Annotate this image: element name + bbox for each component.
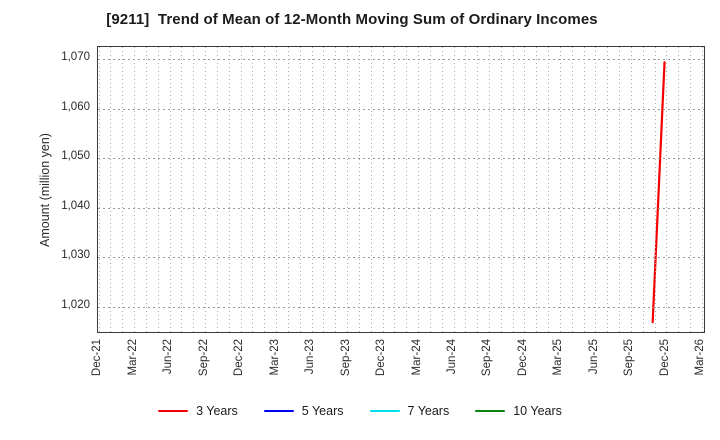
gridline-horizontal xyxy=(98,108,704,110)
x-tick-label: Dec-24 xyxy=(516,339,529,377)
gridline-horizontal xyxy=(98,158,704,160)
gridline-vertical xyxy=(216,47,218,332)
gridline-vertical xyxy=(169,47,171,332)
x-tick-label: Dec-22 xyxy=(233,339,245,377)
legend-line-swatch xyxy=(263,409,294,413)
gridline-vertical xyxy=(559,47,561,332)
gridline-horizontal xyxy=(98,306,704,308)
gridline-vertical xyxy=(524,47,526,332)
gridline-vertical xyxy=(228,47,230,332)
gridline-vertical xyxy=(335,47,337,332)
gridline-vertical xyxy=(453,47,455,332)
gridline-vertical xyxy=(418,47,419,332)
gridline-vertical xyxy=(548,47,550,332)
gridline-vertical xyxy=(98,47,100,332)
gridline-vertical xyxy=(394,47,396,332)
gridline-vertical xyxy=(654,47,656,332)
gridline-vertical xyxy=(370,47,372,332)
gridline-vertical xyxy=(690,47,691,332)
gridline-horizontal xyxy=(98,207,704,209)
legend-label: 10 Years xyxy=(513,404,562,418)
gridline-vertical xyxy=(607,47,609,332)
gridline-vertical xyxy=(181,47,183,332)
legend: 3 Years 5 Years 7 Years 10 Years xyxy=(0,404,720,418)
gridline-vertical xyxy=(205,47,207,332)
x-tick-label: Mar-24 xyxy=(410,339,423,376)
x-tick-label: Mar-22 xyxy=(126,339,139,376)
legend-item-3-years: 3 Years xyxy=(158,404,238,418)
chart-title: [9211] Trend of Mean of 12-Month Moving … xyxy=(106,11,598,28)
x-tick-label: Jun-23 xyxy=(304,339,316,375)
legend-label: 3 Years xyxy=(196,404,238,418)
gridline-vertical xyxy=(630,47,632,332)
gridline-vertical xyxy=(311,47,313,332)
legend-item-5-years: 5 Years xyxy=(263,404,344,418)
gridline-vertical xyxy=(276,47,277,332)
gridline-vertical xyxy=(642,47,644,332)
x-tick-label: Sep-22 xyxy=(197,339,210,377)
gridline-vertical xyxy=(347,47,348,332)
gridline-vertical xyxy=(512,47,514,332)
gridline-horizontal xyxy=(98,59,704,61)
legend-label: 7 Years xyxy=(407,404,450,418)
y-tick-label: 1,060 xyxy=(61,100,90,113)
gridline-vertical xyxy=(500,47,502,332)
gridline-vertical xyxy=(595,47,597,332)
gridline-vertical xyxy=(240,47,242,332)
legend-line-swatch xyxy=(369,409,400,413)
x-tick-label: Sep-24 xyxy=(481,339,494,377)
gridline-vertical xyxy=(323,47,325,332)
gridline-vertical xyxy=(465,47,467,332)
x-tick-label: Dec-21 xyxy=(91,339,104,377)
legend-line-swatch xyxy=(158,409,189,413)
x-tick-label: Sep-23 xyxy=(339,339,352,377)
x-tick-label: Jun-25 xyxy=(587,339,600,375)
gridline-vertical xyxy=(287,47,289,332)
gridline-vertical xyxy=(382,47,384,332)
y-tick-label: 1,030 xyxy=(61,249,90,262)
gridline-vertical xyxy=(122,47,124,332)
gridline-vertical xyxy=(571,47,573,332)
legend-line-swatch xyxy=(475,409,506,413)
plot-area xyxy=(97,46,705,333)
gridline-vertical xyxy=(299,47,301,332)
gridline-vertical xyxy=(134,47,136,332)
y-tick-label: 1,050 xyxy=(61,150,90,163)
y-tick-label: 1,040 xyxy=(61,199,90,212)
gridline-vertical xyxy=(477,47,479,332)
y-tick-label: 1,070 xyxy=(61,51,90,64)
x-tick-label: Mar-25 xyxy=(552,339,565,376)
gridline-vertical xyxy=(264,47,266,332)
x-tick-label: Mar-26 xyxy=(694,339,707,376)
gridline-vertical xyxy=(110,47,112,332)
x-tick-label: Jun-24 xyxy=(446,339,458,375)
gridline-vertical xyxy=(157,47,159,332)
y-tick-label: 1,020 xyxy=(61,298,90,311)
gridline-vertical xyxy=(536,47,538,332)
gridline-vertical xyxy=(666,47,668,332)
series-lines xyxy=(98,47,704,332)
gridline-vertical xyxy=(441,47,443,332)
gridline-vertical xyxy=(678,47,680,332)
gridline-vertical xyxy=(488,47,490,332)
x-tick-label: Dec-25 xyxy=(658,339,671,377)
legend-item-10-years: 10 Years xyxy=(475,404,562,418)
gridline-vertical xyxy=(406,47,408,332)
gridline-vertical xyxy=(583,47,585,332)
gridline-vertical xyxy=(193,47,195,332)
legend-item-7-years: 7 Years xyxy=(369,404,450,418)
x-tick-label: Mar-23 xyxy=(268,339,281,376)
gridline-vertical xyxy=(358,47,360,332)
x-tick-label: Sep-25 xyxy=(623,339,636,377)
gridline-vertical xyxy=(429,47,431,332)
legend-label: 5 Years xyxy=(301,404,344,418)
gridline-horizontal xyxy=(98,257,704,259)
gridline-vertical xyxy=(252,47,254,332)
x-tick-label: Dec-23 xyxy=(375,339,387,377)
gridline-vertical xyxy=(701,47,703,332)
x-tick-label: Jun-22 xyxy=(162,339,175,375)
gridline-vertical xyxy=(145,47,147,332)
gridline-vertical xyxy=(619,47,621,332)
